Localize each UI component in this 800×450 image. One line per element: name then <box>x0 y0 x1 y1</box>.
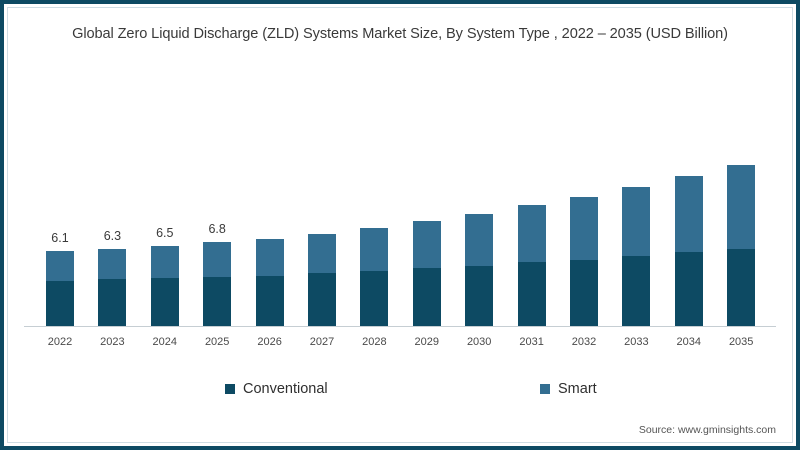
bar-stack <box>622 187 651 326</box>
bar-stack <box>674 175 703 326</box>
legend-swatch-icon <box>540 384 550 394</box>
bar-stack <box>308 233 336 326</box>
bar-stack <box>150 246 179 326</box>
bar-group <box>570 196 598 326</box>
bar-segment-conventional[interactable] <box>150 278 179 326</box>
bar-value-label: 6.5 <box>156 226 174 241</box>
bar-group <box>255 238 284 326</box>
bar-group <box>203 242 232 326</box>
bar-segment-smart[interactable] <box>465 214 494 266</box>
bar-segment-conventional[interactable] <box>465 265 494 326</box>
bar-segment-conventional[interactable] <box>360 270 389 326</box>
x-axis-line <box>24 326 776 327</box>
bar-segment-smart[interactable] <box>46 250 74 281</box>
bar-group <box>622 187 651 326</box>
x-axis-tick-label: 2030 <box>466 336 492 348</box>
bar-group <box>308 233 336 326</box>
bar-group <box>150 246 179 326</box>
bar-stack <box>570 196 598 326</box>
x-axis-tick-label: 2025 <box>204 336 230 348</box>
bar-segment-conventional[interactable] <box>255 275 284 326</box>
x-axis-tick-label: 2022 <box>47 336 73 348</box>
bar-stack <box>46 250 74 326</box>
bar-segment-smart[interactable] <box>622 187 651 256</box>
bar-segment-smart[interactable] <box>517 205 546 263</box>
x-axis-tick-label: 2029 <box>414 336 440 348</box>
bar-group <box>465 214 494 326</box>
x-axis-tick-label: 2023 <box>100 336 125 348</box>
bar-segment-conventional[interactable] <box>622 255 651 326</box>
bar-group <box>98 248 127 326</box>
legend-label: Conventional <box>243 381 328 397</box>
x-axis-tick-label: 2026 <box>257 336 282 348</box>
x-axis-tick-label: 2028 <box>362 336 387 348</box>
bar-segment-conventional[interactable] <box>203 276 232 326</box>
legend-swatch-icon <box>225 384 235 394</box>
bar-segment-smart[interactable] <box>255 238 284 276</box>
bar-segment-smart[interactable] <box>727 164 756 249</box>
bar-stack <box>255 238 284 326</box>
bar-stack <box>517 205 546 326</box>
bar-segment-conventional[interactable] <box>727 248 756 326</box>
bar-value-label: 6.3 <box>103 228 122 243</box>
x-axis-tick-label: 2034 <box>676 336 702 348</box>
bar-segment-smart[interactable] <box>570 196 598 260</box>
bar-stack <box>203 242 232 326</box>
bar-stack <box>360 227 389 326</box>
bar-group <box>727 164 756 326</box>
bar-segment-conventional[interactable] <box>46 280 74 326</box>
bar-group <box>412 221 441 326</box>
x-axis-tick-label: 2032 <box>571 336 597 348</box>
bar-group <box>360 227 389 326</box>
chart-legend: Conventional Smart <box>0 381 800 403</box>
bar-segment-smart[interactable] <box>412 221 441 269</box>
bar-segment-conventional[interactable] <box>412 268 441 326</box>
bar-segment-smart[interactable] <box>203 242 232 277</box>
bar-segment-smart[interactable] <box>98 248 127 280</box>
legend-item-smart[interactable]: Smart <box>540 381 597 397</box>
bar-stack <box>98 248 127 326</box>
bar-group <box>517 205 546 326</box>
bar-segment-conventional[interactable] <box>308 273 336 326</box>
legend-item-conventional[interactable]: Conventional <box>225 381 328 397</box>
bar-segment-conventional[interactable] <box>570 259 598 326</box>
x-axis-tick-label: 2027 <box>309 336 335 348</box>
x-axis-tick-label: 2033 <box>624 336 649 348</box>
chart-title: Global Zero Liquid Discharge (ZLD) Syste… <box>72 26 728 42</box>
bar-segment-conventional[interactable] <box>674 252 703 326</box>
source-credit: Source: www.gminsights.com <box>638 424 776 436</box>
bar-segment-smart[interactable] <box>674 175 703 253</box>
legend-label: Smart <box>558 381 597 397</box>
bar-segment-smart[interactable] <box>308 233 336 274</box>
bar-segment-conventional[interactable] <box>98 279 127 326</box>
bar-stack <box>465 214 494 326</box>
x-axis-tick-label: 2031 <box>519 336 544 348</box>
bar-segment-smart[interactable] <box>150 246 179 279</box>
bar-value-label: 6.8 <box>208 222 226 237</box>
bar-stack <box>412 221 441 326</box>
bar-segment-conventional[interactable] <box>517 262 546 326</box>
x-axis-tick-label: 2024 <box>152 336 178 348</box>
bar-stack <box>727 164 756 326</box>
bar-segment-smart[interactable] <box>360 227 389 271</box>
bar-group <box>674 175 703 326</box>
bar-group <box>46 250 74 326</box>
bar-value-label: 6.1 <box>51 230 69 245</box>
x-axis-tick-label: 2035 <box>728 336 754 348</box>
